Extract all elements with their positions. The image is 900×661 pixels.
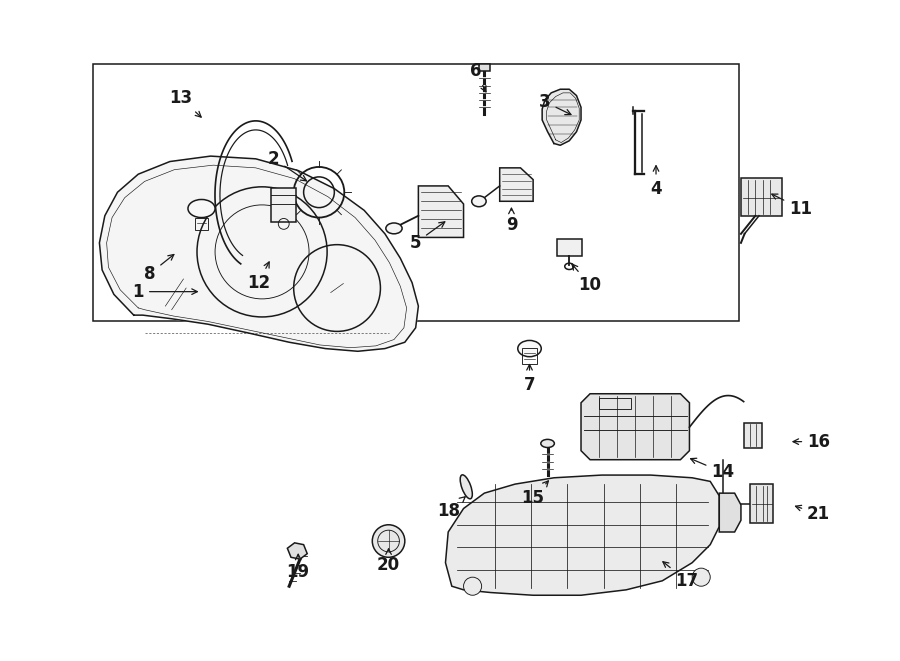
Ellipse shape xyxy=(460,475,473,499)
Polygon shape xyxy=(287,543,307,559)
Text: 10: 10 xyxy=(572,264,601,294)
Bar xyxy=(522,348,536,364)
Text: 9: 9 xyxy=(506,208,518,234)
Bar xyxy=(556,239,582,256)
Polygon shape xyxy=(719,493,741,532)
Polygon shape xyxy=(750,484,773,523)
Text: 2: 2 xyxy=(268,150,307,181)
Text: 6: 6 xyxy=(470,62,486,92)
Bar xyxy=(93,64,739,321)
Ellipse shape xyxy=(541,440,554,447)
Text: 16: 16 xyxy=(793,433,830,451)
Text: 14: 14 xyxy=(690,458,734,481)
Text: 5: 5 xyxy=(410,222,445,252)
Text: 8: 8 xyxy=(144,254,174,282)
Text: 11: 11 xyxy=(772,194,812,217)
Polygon shape xyxy=(581,394,689,459)
Bar xyxy=(271,188,296,222)
Polygon shape xyxy=(99,156,419,351)
Ellipse shape xyxy=(518,340,541,357)
Text: 15: 15 xyxy=(522,481,548,507)
Ellipse shape xyxy=(386,223,402,234)
Polygon shape xyxy=(418,186,464,237)
Text: 7: 7 xyxy=(524,364,536,394)
Ellipse shape xyxy=(472,196,486,207)
Polygon shape xyxy=(542,89,581,145)
Text: 18: 18 xyxy=(436,497,465,520)
Polygon shape xyxy=(500,168,533,202)
Circle shape xyxy=(373,525,405,557)
Bar xyxy=(741,178,781,215)
Ellipse shape xyxy=(188,200,215,217)
Text: 17: 17 xyxy=(663,562,698,590)
Circle shape xyxy=(692,568,710,586)
Bar xyxy=(743,422,761,448)
Text: 20: 20 xyxy=(377,549,400,574)
Text: 13: 13 xyxy=(169,89,202,117)
Circle shape xyxy=(464,577,482,596)
Text: 3: 3 xyxy=(539,93,571,114)
Text: 21: 21 xyxy=(796,505,830,523)
Polygon shape xyxy=(446,475,719,596)
Text: 4: 4 xyxy=(650,166,662,198)
Bar xyxy=(599,399,631,409)
Bar xyxy=(479,64,490,71)
Text: 1: 1 xyxy=(132,283,197,301)
Text: 12: 12 xyxy=(247,262,270,292)
Text: 19: 19 xyxy=(286,554,310,581)
